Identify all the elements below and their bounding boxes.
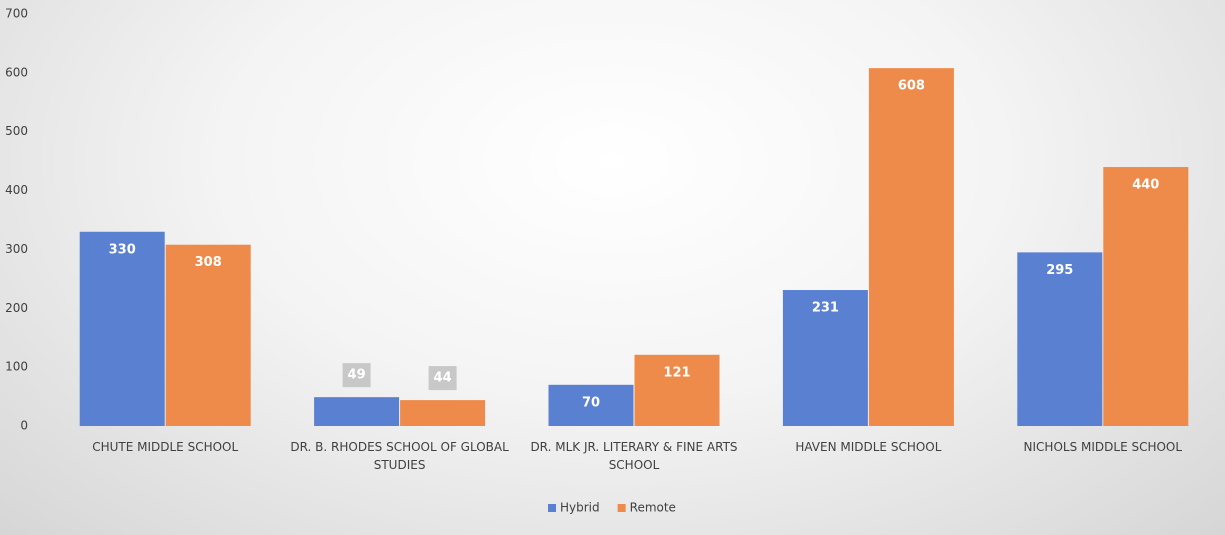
- x-tick-label: NICHOLS MIDDLE SCHOOL: [1023, 440, 1183, 454]
- bar: [1103, 167, 1189, 426]
- data-label: 231: [812, 301, 839, 316]
- data-label: 440: [1132, 178, 1159, 193]
- data-label-bg: [428, 366, 457, 391]
- data-label: 49: [348, 368, 366, 383]
- data-label: 44: [434, 371, 452, 386]
- y-tick-label: 500: [5, 124, 28, 138]
- data-label: 70: [582, 395, 600, 410]
- data-label: 330: [109, 242, 136, 257]
- bar: [165, 244, 251, 426]
- data-label: 608: [898, 79, 925, 94]
- y-tick-label: 100: [5, 360, 28, 374]
- bar: [634, 354, 720, 426]
- bar: [868, 68, 954, 427]
- legend-swatch: [617, 504, 626, 512]
- x-tick-label: DR. B. RHODES SCHOOL OF GLOBAL STUDIES: [290, 440, 509, 472]
- legend-label: Remote: [630, 501, 676, 515]
- bar: [400, 400, 486, 426]
- y-tick-label: 600: [5, 65, 28, 79]
- y-tick-label: 700: [5, 7, 28, 21]
- y-tick-label: 400: [5, 183, 28, 197]
- x-tick-label: CHUTE MIDDLE SCHOOL: [92, 440, 239, 454]
- y-tick-label: 300: [5, 242, 28, 256]
- data-label: 121: [663, 365, 690, 380]
- bar: [314, 397, 400, 426]
- legend-swatch: [548, 504, 556, 512]
- data-label: 295: [1046, 263, 1073, 278]
- x-tick-label: DR. MLK JR. LITERARY & FINE ARTS SCHOOL: [530, 440, 738, 472]
- data-label-bg: [342, 363, 371, 388]
- bar: [782, 290, 868, 426]
- legend-label: Hybrid: [560, 501, 600, 515]
- bar: [1017, 252, 1103, 426]
- bar: [548, 384, 634, 426]
- bar: [79, 231, 165, 426]
- y-tick-label: 200: [5, 301, 28, 315]
- y-tick-label: 0: [20, 419, 28, 433]
- x-tick-label: HAVEN MIDDLE SCHOOL: [795, 440, 942, 454]
- data-label: 308: [195, 255, 222, 270]
